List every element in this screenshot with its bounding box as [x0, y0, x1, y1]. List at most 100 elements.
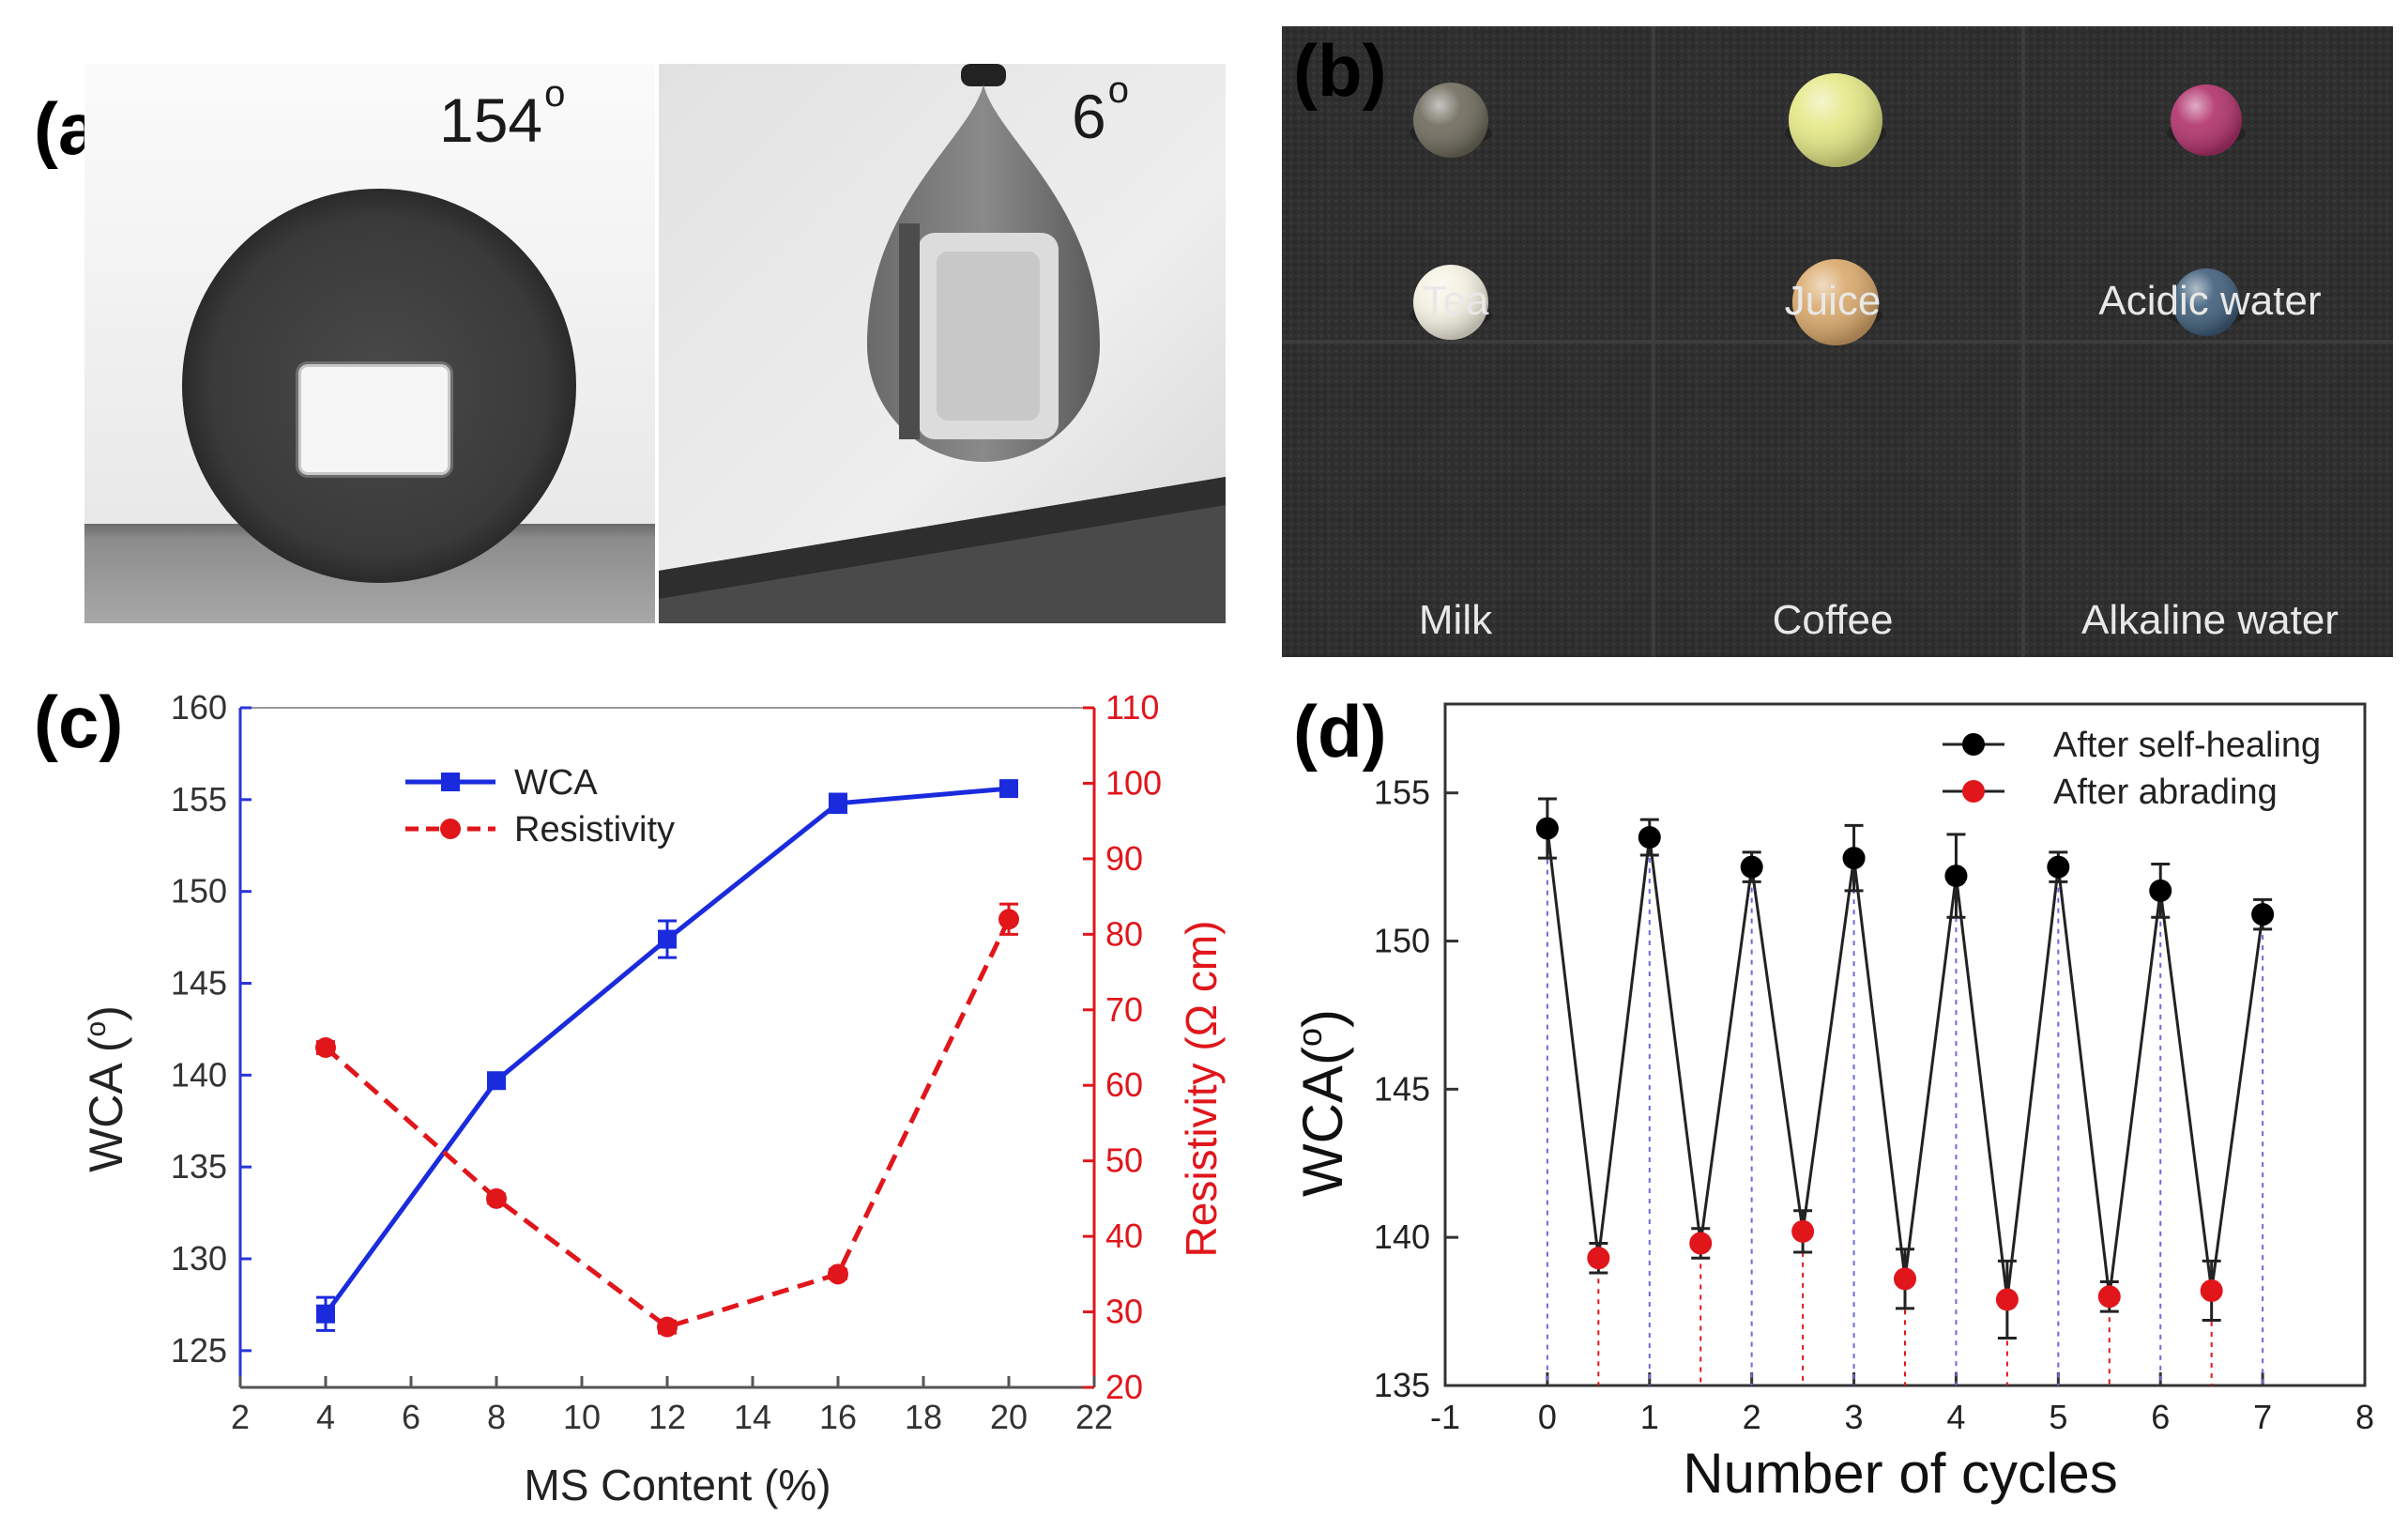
chart-d-point-after-self-healing: [1535, 817, 1559, 840]
droplet-shine-milk: [1413, 265, 1488, 340]
chart-c-xtick-label: 16: [819, 1398, 857, 1436]
chart-d-legend-marker-after-abrading: [1962, 780, 1985, 803]
chart-c-legend-marker-resistivity: [440, 819, 461, 839]
droplet-shine-alkaline-water: [2172, 268, 2240, 336]
droplet-shine-juice: [1789, 73, 1882, 167]
chart-c-xtick-label: 22: [1075, 1398, 1113, 1436]
contact-angle-photo-right: [659, 64, 1226, 623]
liquid-label-alkaline-water: Alkaline water: [2081, 597, 2339, 643]
chart-c-xtick-label: 10: [563, 1398, 601, 1436]
chart-d-point-after-self-healing: [1944, 865, 1968, 888]
chart-c-ytick-right-label: 70: [1105, 990, 1143, 1029]
chart-d-legend-label-after-abrading: After abrading: [2053, 773, 2278, 812]
chart-d-point-after-self-healing: [2149, 879, 2172, 902]
chart-d-xtick-label: 6: [2151, 1398, 2170, 1436]
chart-c-ylabel-right: Resistivity (Ω cm): [1177, 921, 1226, 1258]
chart-d-point-after-abrading: [1587, 1247, 1610, 1270]
chart-d-point-after-abrading: [2200, 1278, 2223, 1302]
chart-c-ytick-right-label: 30: [1105, 1293, 1143, 1331]
wca-cycles-chart: -1 0 1 2 3 4 5 6 7 8 135 140 145 150 155 After self-he…: [1290, 702, 2374, 1505]
chart-d-ytick-label: 140: [1374, 1217, 1430, 1256]
panel-c-label: (c): [34, 681, 124, 763]
chart-c-point-resistivity: [828, 1263, 848, 1285]
chart-c-legend-marker-wca: [441, 773, 460, 791]
chart-c-xtick-label: 6: [402, 1398, 420, 1436]
chart-c-point-resistivity: [998, 909, 1019, 930]
chart-c-xtick-label: 12: [648, 1398, 686, 1436]
chart-c-xtick-label: 4: [316, 1398, 335, 1436]
chart-c-ytick-right-label: 50: [1105, 1141, 1143, 1180]
chart-d-xtick-label: 7: [2253, 1398, 2272, 1436]
chart-c-point-wca: [316, 1304, 335, 1324]
chart-c-legend-label-resistivity: Resistivity: [514, 810, 675, 850]
chart-c-ytick-right-label: 40: [1105, 1217, 1143, 1255]
chart-d-point-after-self-healing: [1842, 847, 1866, 870]
wca-resistivity-chart: 2 4 6 8 10 12 14 16 18 20 221251301351401451501551…: [80, 688, 1226, 1509]
chart-d-point-after-abrading: [1894, 1267, 1916, 1291]
chart-c-xtick-label: 2: [231, 1398, 250, 1436]
chart-d-point-after-self-healing: [2047, 855, 2070, 879]
droplet-shine-coffee: [1792, 259, 1879, 345]
chart-d-point-after-self-healing: [1638, 826, 1661, 850]
chart-c-legend-label-wca: WCA: [514, 763, 598, 803]
chart-d-xlabel: Number of cycles: [1683, 1442, 2117, 1505]
chart-d-xtick-label: 0: [1538, 1398, 1557, 1436]
chart-c-xtick-label: 14: [734, 1398, 771, 1436]
chart-c-ytick-left-label: 140: [171, 1055, 227, 1094]
chart-d-point-after-self-healing: [1740, 855, 1763, 879]
droplet-shine-tea: [1413, 83, 1488, 158]
liquid-label-acidic-water: Acidic water: [2098, 278, 2322, 324]
chart-c-ytick-left-label: 145: [171, 964, 227, 1003]
liquid-label-milk: Milk: [1418, 597, 1493, 643]
chart-c-ytick-right-label: 90: [1105, 839, 1143, 878]
chart-c-xlabel: MS Content (%): [524, 1461, 831, 1509]
chart-c-xtick-label: 8: [487, 1398, 506, 1436]
chart-c-xtick-label: 18: [905, 1398, 942, 1436]
chart-d-legend-label-after-self-healing: After self-healing: [2053, 726, 2321, 765]
liquid-droplets-photo: [1282, 26, 2393, 657]
chart-c-point-wca: [829, 793, 847, 813]
chart-c-ytick-left-label: 160: [171, 688, 227, 727]
chart-c-line-resistivity: [324, 918, 1012, 1330]
chart-d-point-after-abrading: [1995, 1288, 2019, 1311]
chart-c-line-wca: [323, 786, 1010, 1316]
chart-c-point-wca: [487, 1071, 506, 1091]
chart-d-point-after-abrading: [1791, 1219, 1815, 1243]
chart-c-ytick-right-label: 110: [1105, 688, 1159, 727]
chart-d-point-after-abrading: [1689, 1232, 1713, 1255]
chart-c-point-wca: [999, 779, 1018, 799]
chart-c-ytick-right-label: 100: [1105, 763, 1162, 802]
chart-d-ytick-label: 150: [1374, 922, 1430, 960]
contact-angle-photo-left: [84, 64, 655, 623]
chart-c-ytick-right-label: 60: [1105, 1065, 1143, 1104]
chart-d-xtick-label: 1: [1640, 1398, 1659, 1436]
chart-c-ytick-left-label: 135: [171, 1147, 227, 1186]
liquid-label-tea: Tea: [1422, 278, 1489, 324]
chart-c-ytick-left-label: 150: [171, 872, 227, 911]
chart-d-legend-marker-after-self-healing: [1962, 733, 1985, 756]
liquid-label-coffee: Coffee: [1772, 597, 1894, 643]
contact-angle-left-value: 154o: [439, 73, 566, 155]
chart-d-ytick-label: 135: [1374, 1366, 1430, 1404]
chart-c-point-resistivity: [486, 1187, 507, 1209]
chart-d-ytick-label: 145: [1374, 1069, 1430, 1108]
chart-d-xtick-label: 5: [2049, 1398, 2067, 1436]
droplet-shine-acidic-water: [2171, 84, 2242, 156]
chart-c-ytick-left-label: 125: [171, 1331, 227, 1370]
contact-angle-right-value: 6o: [1072, 69, 1129, 151]
chart-d-ytick-label: 155: [1374, 773, 1430, 812]
chart-c-ytick-right-label: 20: [1105, 1368, 1143, 1406]
chart-c-point-resistivity: [657, 1316, 678, 1338]
chart-d-point-after-abrading: [2097, 1285, 2121, 1309]
chart-c-point-wca: [658, 929, 677, 949]
chart-c-ytick-left-label: 155: [171, 780, 227, 819]
panel-d-label: (d): [1293, 690, 1387, 773]
chart-d-xtick-label: 3: [1845, 1398, 1864, 1436]
chart-c-ylabel-left: WCA (o): [80, 1005, 132, 1172]
chart-d-xtick-label: 4: [1946, 1398, 1965, 1436]
liquid-label-juice: Juice: [1784, 278, 1882, 324]
chart-d-xtick-label: 8: [2355, 1398, 2374, 1436]
chart-d-ylabel: WCA(o): [1290, 1009, 1354, 1197]
chart-c-ytick-right-label: 80: [1105, 914, 1143, 953]
panel-b-label: (b): [1293, 29, 1387, 112]
